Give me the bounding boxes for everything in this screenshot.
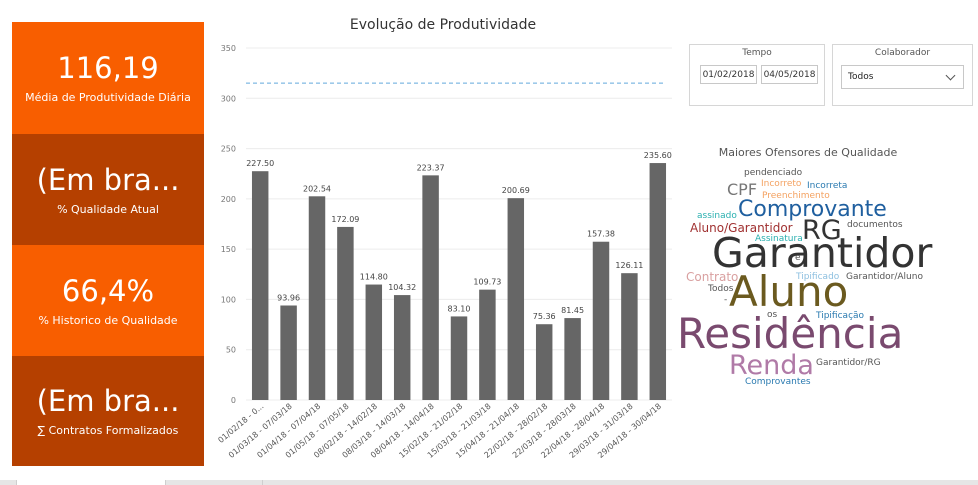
- wordcloud-word[interactable]: Garantidor: [712, 229, 933, 277]
- wordcloud-word[interactable]: Aluno: [729, 267, 849, 316]
- tempo-slicer-title: Tempo: [742, 48, 772, 58]
- bar-value-label: 200.69: [502, 186, 530, 195]
- bar[interactable]: [365, 284, 383, 400]
- bar[interactable]: [308, 196, 326, 400]
- wordcloud-word[interactable]: Comprovante: [738, 197, 887, 222]
- bar-value-label: 114.80: [360, 273, 388, 282]
- y-tick-label: 250: [221, 145, 236, 154]
- wordcloud-word[interactable]: assinado: [697, 211, 737, 221]
- wordcloud-word[interactable]: Garantidor/RG: [816, 358, 881, 368]
- y-tick-label: 300: [221, 94, 236, 103]
- bar-value-label: 126.11: [615, 261, 643, 270]
- y-tick-label: 350: [221, 44, 236, 53]
- wordcloud-word[interactable]: Tipificação: [816, 311, 865, 321]
- tempo-slicer: Tempo 01/02/2018 04/05/2018: [689, 44, 825, 106]
- bar-value-label: 75.36: [533, 312, 556, 321]
- wordcloud-word[interactable]: Preenchimento: [762, 191, 830, 201]
- bar-value-label: 202.54: [303, 184, 331, 193]
- y-tick-label: 150: [221, 245, 236, 254]
- y-tick-label: 100: [221, 295, 236, 304]
- kpi-card-productivity[interactable]: 116,19 Média de Produtividade Diária: [12, 22, 204, 134]
- wordcloud-word[interactable]: pendenciado: [744, 168, 803, 178]
- y-tick-label: 50: [226, 346, 236, 355]
- bar-value-label: 223.37: [417, 163, 445, 172]
- wordcloud-word[interactable]: e: [795, 253, 801, 263]
- chevron-down-icon: [945, 70, 956, 81]
- kpi-label: % Historico de Qualidade: [38, 313, 178, 327]
- y-tick-label: 200: [221, 195, 236, 204]
- kpi-value: (Em bra...: [36, 384, 180, 418]
- wordcloud-word[interactable]: Tipificado: [796, 272, 840, 282]
- bar[interactable]: [564, 318, 581, 400]
- end-date-input[interactable]: 04/05/2018: [761, 65, 818, 84]
- kpi-value: 66,4%: [61, 273, 155, 308]
- kpi-label: Média de Produtividade Diária: [25, 91, 191, 104]
- bar[interactable]: [422, 175, 439, 400]
- wordcloud-word[interactable]: CPF: [727, 180, 758, 199]
- kpi-card-quality-history[interactable]: 66,4% % Historico de Qualidade: [12, 245, 204, 356]
- bar-value-label: 235.60: [644, 151, 672, 160]
- start-date-input[interactable]: 01/02/2018: [700, 65, 757, 84]
- kpi-card-contracts[interactable]: (Em bra... ∑ Contratos Formalizados: [12, 356, 204, 466]
- wordcloud-word[interactable]: -: [724, 295, 728, 305]
- wordcloud-word[interactable]: Comprovantes: [745, 377, 811, 387]
- bar-value-label: 172.09: [331, 215, 359, 224]
- wordcloud-word[interactable]: Aluno/Garantidor: [690, 221, 793, 235]
- colaborador-slicer-title: Colaborador: [874, 48, 931, 58]
- bar[interactable]: [337, 226, 354, 400]
- wordcloud-word[interactable]: Garantidor/Aluno: [846, 272, 923, 282]
- bar-value-label: 109.73: [473, 278, 501, 287]
- wordcloud-word[interactable]: Residência: [677, 309, 904, 358]
- bar[interactable]: [535, 324, 553, 400]
- bar[interactable]: [621, 273, 638, 400]
- colaborador-dropdown[interactable]: Todos: [841, 65, 964, 89]
- bar-value-label: 81.45: [561, 306, 584, 315]
- bar[interactable]: [479, 289, 496, 400]
- page-tab-strip: [0, 480, 978, 485]
- kpi-value: 116,19: [57, 51, 159, 85]
- wordcloud-word[interactable]: Todos: [708, 284, 734, 294]
- kpi-label: ∑ Contratos Formalizados: [37, 424, 179, 437]
- y-tick-label: 0: [231, 396, 236, 405]
- wordcloud-title: Maiores Ofensores de Qualidade: [718, 146, 898, 159]
- colaborador-slicer: Colaborador Todos: [832, 44, 973, 106]
- wordcloud-word[interactable]: Renda: [729, 350, 814, 381]
- kpi-card-quality-current[interactable]: (Em bra... % Qualidade Atual: [12, 134, 204, 245]
- wordcloud-word[interactable]: os: [767, 310, 778, 320]
- bar[interactable]: [393, 295, 411, 400]
- bar[interactable]: [251, 171, 269, 400]
- wordcloud-word[interactable]: documentos: [847, 220, 903, 230]
- page-tab-divider: [262, 480, 263, 485]
- chart-title: Evolução de Produtividade: [349, 17, 537, 33]
- bar-value-label: 83.10: [448, 304, 471, 313]
- wordcloud-word[interactable]: RG: [802, 215, 842, 246]
- bar-value-label: 227.50: [246, 159, 274, 168]
- bar-value-label: 93.96: [277, 294, 300, 303]
- colaborador-selected: Todos: [848, 72, 874, 82]
- kpi-value: (Em bra...: [36, 162, 180, 197]
- bar[interactable]: [507, 198, 525, 400]
- wordcloud-word[interactable]: Incorreta: [807, 181, 848, 191]
- wordcloud-word[interactable]: Contrato: [686, 270, 739, 284]
- bar-value-label: 157.38: [587, 230, 615, 239]
- bar[interactable]: [450, 316, 468, 400]
- page-tab-active[interactable]: [16, 480, 166, 485]
- wordcloud-word[interactable]: Assinatura: [755, 234, 803, 244]
- bar[interactable]: [280, 305, 297, 400]
- kpi-label: % Qualidade Atual: [57, 202, 159, 216]
- bar[interactable]: [649, 163, 667, 400]
- wordcloud-word[interactable]: Incorreto: [761, 179, 802, 189]
- bar[interactable]: [592, 241, 610, 400]
- bar-value-label: 104.32: [388, 283, 416, 292]
